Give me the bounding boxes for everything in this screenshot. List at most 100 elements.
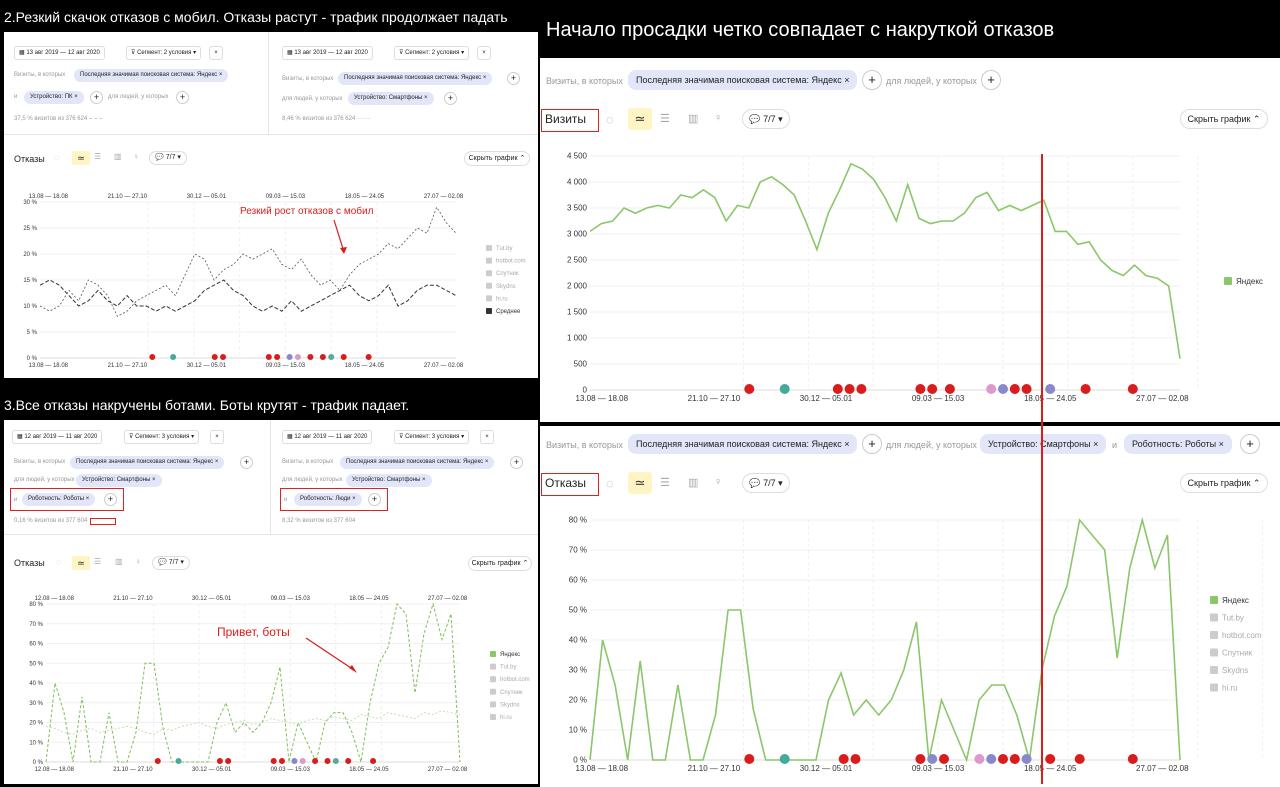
segment-select-2[interactable]: ⊽ Сегмент: 3 условия ▾ (394, 430, 470, 444)
series-line (39, 206, 457, 317)
annotation-marker (986, 384, 997, 394)
chip-device-phone[interactable]: Устройство: Смартфоны × (76, 474, 162, 487)
x-tick-label: 09.03 — 15.03 (266, 194, 306, 200)
x-tick-label: 21.10 — 27.10 (113, 596, 153, 602)
stacked-icon[interactable]: ☰ (660, 477, 670, 489)
annotation-count-select[interactable]: 💬 7/7 ▾ (742, 473, 790, 493)
add-condition-button[interactable]: + (176, 91, 189, 104)
chip-device-phone[interactable]: Устройство: Смартфоны × (348, 92, 434, 105)
chip-yandex[interactable]: Последняя значимая поисковая система: Ян… (70, 456, 225, 469)
date-range-1[interactable]: ▦ 12 авг 2019 — 11 авг 2020 (12, 430, 103, 444)
chip-device-phone[interactable]: Устройство: Смартфоны × (980, 434, 1107, 454)
add-condition-button[interactable]: + (368, 493, 381, 506)
y-tick-label: 10 % (29, 740, 43, 746)
chip-yandex[interactable]: Последняя значимая поисковая система: Ян… (340, 456, 495, 469)
segment-select-2[interactable]: ⊽ Сегмент: 2 условия ▾ (394, 46, 470, 60)
pie-icon[interactable]: ◌ (56, 557, 62, 567)
annotation-count-select[interactable]: 💬 7/7 ▾ (152, 556, 190, 570)
line-chart-icon[interactable]: ≃ (628, 108, 652, 130)
line-chart-icon[interactable]: ≃ (72, 151, 90, 165)
add-condition-button[interactable]: + (90, 91, 103, 104)
add-condition-button[interactable]: + (1240, 434, 1260, 454)
bar-chart-icon[interactable]: ▥ (114, 152, 122, 161)
add-condition-button[interactable]: + (507, 72, 520, 85)
legend-label: Яндекс (500, 652, 520, 658)
segment-select-1[interactable]: ⊽ Сегмент: 2 условия ▾ (126, 46, 202, 60)
bar-chart-icon[interactable]: ▥ (688, 113, 699, 125)
chip-robots[interactable]: Роботность: Роботы × (22, 493, 96, 506)
hide-chart-button[interactable]: Скрыть график ⌃ (464, 151, 530, 166)
legend-checkbox (1210, 666, 1218, 674)
add-condition-button[interactable]: + (981, 70, 1001, 90)
y-tick-label: 10 % (23, 304, 37, 310)
date-range-2[interactable]: ▦ 12 авг 2019 — 11 авг 2020 (282, 430, 373, 444)
annotation-marker (779, 384, 790, 394)
add-condition-button[interactable]: + (862, 434, 882, 454)
legend-checkbox (490, 651, 496, 657)
line-chart-icon[interactable]: ≃ (628, 472, 652, 494)
annotation-marker (1127, 384, 1138, 394)
add-condition-button[interactable]: + (510, 456, 523, 469)
chip-yandex[interactable]: Последняя значимая поисковая система: Ян… (74, 69, 229, 82)
y-tick-label: 50 % (569, 606, 587, 615)
bar-chart-icon[interactable]: ▥ (688, 477, 699, 489)
stacked-icon[interactable]: ☰ (94, 152, 102, 161)
chip-yandex[interactable]: Последняя значимая поисковая система: Ян… (628, 70, 858, 90)
and-label: и (284, 497, 288, 503)
date-range-1[interactable]: ▦ 13 авг 2019 — 12 авг 2020 (14, 46, 105, 60)
annotation-marker (270, 758, 277, 764)
chip-device-phone[interactable]: Устройство: Смартфоны × (346, 474, 432, 487)
hide-chart-button[interactable]: Скрыть график ⌃ (1180, 109, 1268, 129)
date-range-2[interactable]: ▦ 13 авг 2019 — 12 авг 2020 (282, 46, 373, 60)
map-pin-icon[interactable]: ♀ (714, 112, 723, 124)
add-condition-button[interactable]: + (444, 92, 457, 105)
annotation-marker (291, 758, 298, 764)
annotation-marker (939, 754, 949, 764)
stacked-icon[interactable]: ☰ (660, 113, 670, 125)
close-icon[interactable]: × (209, 46, 223, 60)
hide-chart-button[interactable]: Скрыть график ⌃ (468, 556, 532, 571)
add-condition-button[interactable]: + (240, 456, 253, 469)
close-icon[interactable]: × (210, 430, 224, 444)
annotation-arrow (305, 637, 355, 671)
y-tick-label: 0 % (573, 756, 587, 765)
y-tick-label: 40 % (569, 636, 587, 645)
annotation-count-select[interactable]: 💬 7/7 ▾ (742, 109, 790, 129)
y-tick-label: 30 % (569, 666, 587, 675)
close-icon[interactable]: × (480, 430, 494, 444)
annotation-marker (1080, 384, 1091, 394)
x-tick-label: 13.08 — 18.08 (576, 394, 629, 403)
x-tick-label: 30.12 — 05.01 (192, 767, 232, 773)
y-tick-label: 10 % (569, 726, 587, 735)
chart-type-toolbar[interactable]: ◌ (54, 152, 69, 162)
pie-icon[interactable]: ◌ (606, 112, 614, 127)
chip-device-pc[interactable]: Устройство: ПК × (24, 91, 84, 104)
x-tick-label: 30.12 — 05.01 (187, 194, 227, 200)
line-chart-icon[interactable]: ≃ (72, 556, 90, 570)
chip-people[interactable]: Роботность: Люди × (294, 493, 362, 506)
stacked-icon[interactable]: ☰ (94, 557, 102, 566)
map-pin-icon[interactable]: ♀ (133, 152, 139, 161)
legend-label: Tut.by (500, 665, 516, 671)
annotation-marker (832, 384, 843, 394)
bounce-chart-1: 0 %5 %10 %15 %20 %25 %30 %13.08 — 18.081… (23, 194, 525, 369)
pie-icon[interactable]: ◌ (606, 476, 614, 491)
chip-robots[interactable]: Роботность: Роботы × (1124, 434, 1232, 454)
annotation-marker (998, 384, 1008, 394)
add-condition-button[interactable]: + (104, 493, 117, 506)
close-icon[interactable]: × (477, 46, 491, 60)
annotation-count-select[interactable]: 💬 7/7 ▾ (149, 151, 187, 165)
x-tick-label: 21.10 — 27.10 (688, 764, 741, 773)
bar-chart-icon[interactable]: ▥ (115, 557, 123, 566)
add-condition-button[interactable]: + (862, 70, 882, 90)
x-tick-label: 21.10 — 27.10 (108, 194, 148, 200)
map-pin-icon[interactable]: ♀ (714, 476, 723, 488)
hide-chart-button[interactable]: Скрыть график ⌃ (1180, 473, 1268, 493)
annotation-marker (307, 354, 314, 360)
segment-select-1[interactable]: ⊽ Сегмент: 3 условия ▾ (124, 430, 200, 444)
annotation-marker (1074, 754, 1085, 764)
panel2-header: 3.Все отказы накручены ботами. Боты крут… (4, 397, 410, 413)
chip-yandex[interactable]: Последняя значимая поисковая система: Ян… (628, 434, 858, 454)
chip-yandex[interactable]: Последняя значимая поисковая система: Ян… (338, 72, 493, 85)
map-pin-icon[interactable]: ♀ (135, 557, 141, 566)
